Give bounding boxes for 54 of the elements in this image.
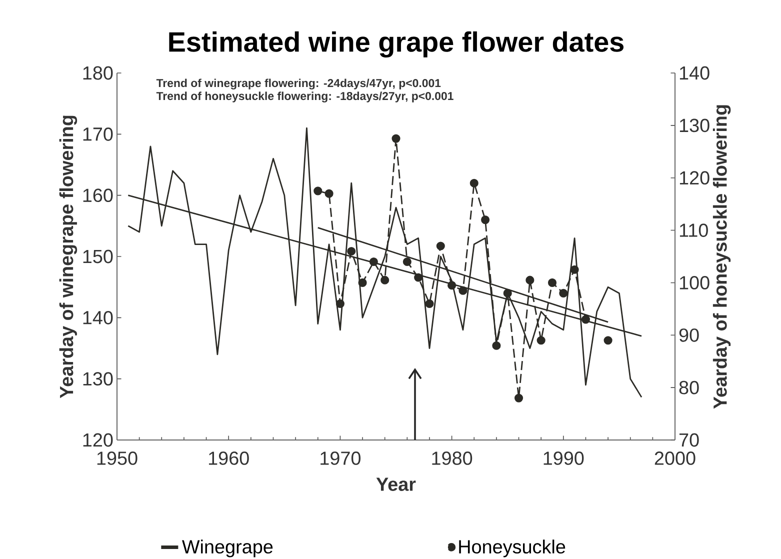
y2-axis-title: Yearday of honeysuckle flowering xyxy=(712,105,731,409)
point xyxy=(414,273,423,282)
point xyxy=(425,299,434,308)
point xyxy=(458,286,468,295)
y2-tick-label: 80 xyxy=(679,380,699,394)
y2-tick-label: 140 xyxy=(680,66,710,80)
x-tick-label: 1950 xyxy=(97,452,138,466)
y-tick-label: 120 xyxy=(83,433,113,447)
x-tick-label: 2000 xyxy=(654,452,696,466)
point xyxy=(336,299,344,308)
annotation: Trend of winegrape flowering: -24days/47yr, p<0.001 xyxy=(156,78,441,90)
annotation: Trend of honeysuckle flowering: -18days/27yr, p<0.001 xyxy=(156,92,454,102)
point xyxy=(481,216,490,224)
y2-tick-label: 110 xyxy=(680,224,708,238)
x-tick-label: 1970 xyxy=(320,452,360,466)
point xyxy=(514,394,524,402)
y-tick-label: 130 xyxy=(83,372,113,386)
y-tick-label: 150 xyxy=(83,250,113,264)
legend-label: Winegrape xyxy=(182,540,273,558)
point xyxy=(559,289,568,298)
point xyxy=(392,134,400,143)
legend-label: Honeysuckle xyxy=(459,540,566,558)
point xyxy=(470,178,478,188)
y2-tick-label: 120 xyxy=(680,171,710,185)
point xyxy=(570,265,579,274)
y2-tick-label: 100 xyxy=(680,276,710,290)
point xyxy=(369,258,378,266)
y-tick-label: 180 xyxy=(83,66,113,80)
x-tick-label: 1960 xyxy=(208,452,249,466)
point xyxy=(358,278,367,288)
point xyxy=(604,336,612,345)
point xyxy=(536,336,546,345)
x-tick-label: 1990 xyxy=(544,452,584,466)
point xyxy=(581,315,590,324)
point xyxy=(548,278,557,288)
x-axis-title: Year xyxy=(376,478,416,492)
y2-tick-label: 130 xyxy=(680,118,710,132)
x-tick-label: 1980 xyxy=(432,452,472,466)
y-tick-label: 160 xyxy=(83,188,113,202)
point xyxy=(402,258,412,266)
y2-tick-label: 70 xyxy=(679,433,699,447)
y-tick-label: 170 xyxy=(83,128,113,141)
y2-tick-label: 90 xyxy=(679,328,699,342)
point xyxy=(492,341,501,350)
point xyxy=(314,186,322,196)
chart-title: Estimated wine grape flower dates xyxy=(169,31,624,58)
point xyxy=(347,247,356,256)
point xyxy=(324,189,334,198)
point xyxy=(436,242,445,250)
y-axis-title: Yearday of winegrape flowering xyxy=(59,116,78,398)
point xyxy=(526,276,534,284)
y-tick-label: 140 xyxy=(83,311,113,324)
point xyxy=(448,281,456,290)
point xyxy=(380,276,390,284)
